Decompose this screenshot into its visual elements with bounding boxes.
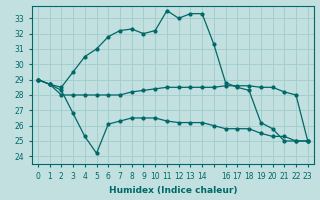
X-axis label: Humidex (Indice chaleur): Humidex (Indice chaleur) <box>108 186 237 195</box>
